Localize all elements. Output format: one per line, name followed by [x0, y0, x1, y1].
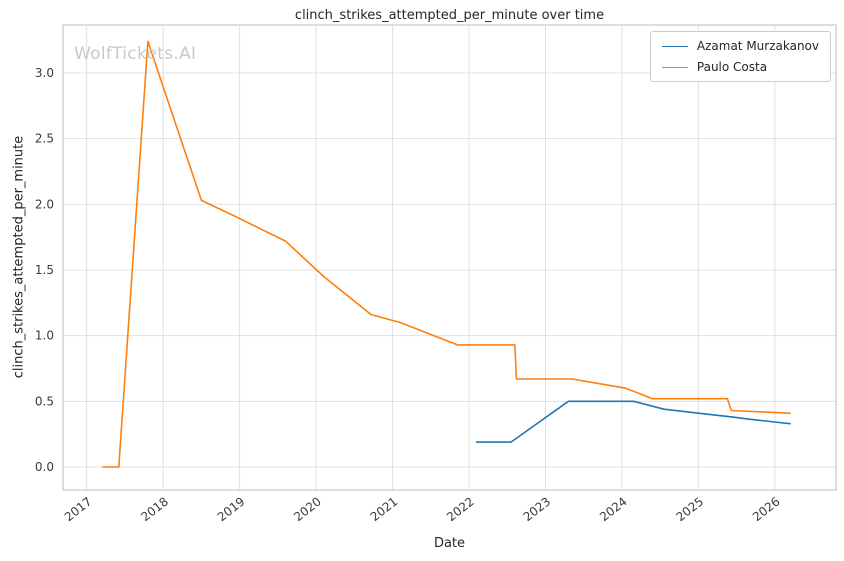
x-tick-label: 2018 [138, 494, 171, 524]
y-tick-label: 1.0 [35, 329, 54, 343]
x-tick-label: 2022 [444, 494, 477, 524]
x-tick-label: 2024 [597, 494, 630, 524]
y-tick-label: 0.0 [35, 460, 54, 474]
x-tick-label: 2021 [368, 494, 401, 524]
legend-label: Azamat Murzakanov [696, 39, 819, 53]
y-tick-label: 2.0 [35, 197, 54, 211]
legend-entry-azamat-murzakanov: Azamat Murzakanov [661, 39, 819, 53]
series-lines [102, 40, 791, 468]
legend-line-sample [661, 45, 688, 47]
chart-title: clinch_strikes_attempted_per_minute over… [294, 8, 605, 23]
legend-entry-paulo-costa: Paulo Costa [661, 60, 819, 74]
axes-frame [62, 24, 837, 491]
y-tick-label: 2.5 [35, 132, 54, 146]
grid [63, 25, 836, 490]
legend: Azamat Murzakanov Paulo Costa [649, 31, 831, 82]
legend-label: Paulo Costa [696, 60, 768, 74]
legend-line-sample [661, 66, 688, 68]
x-tick-label: 2017 [62, 494, 95, 524]
x-tick-label: 2025 [674, 494, 707, 524]
x-tick-labels: 2017 2018 2019 2020 2021 2022 2023 2024 2025 2026 [62, 494, 783, 524]
y-axis-label: clinch_strikes_attempted_per_minute [11, 135, 27, 379]
series-line-azamat-murzakanov [475, 400, 791, 443]
y-tick-label: 1.5 [35, 263, 54, 277]
x-axis-label: Date [433, 536, 466, 551]
watermark: WolfTickets.AI [74, 44, 197, 64]
x-tick-label: 2019 [215, 494, 248, 524]
y-tick-label: 3.0 [35, 66, 54, 80]
x-tick-label: 2020 [291, 494, 324, 524]
y-tick-label: 0.5 [35, 394, 54, 408]
y-tick-labels: 0.0 0.5 1.0 1.5 2.0 2.5 3.0 [35, 66, 54, 474]
series-line-paulo-costa [102, 40, 791, 468]
x-tick-label: 2023 [521, 494, 554, 524]
x-tick-label: 2026 [750, 494, 783, 524]
plot-border [62, 24, 837, 491]
